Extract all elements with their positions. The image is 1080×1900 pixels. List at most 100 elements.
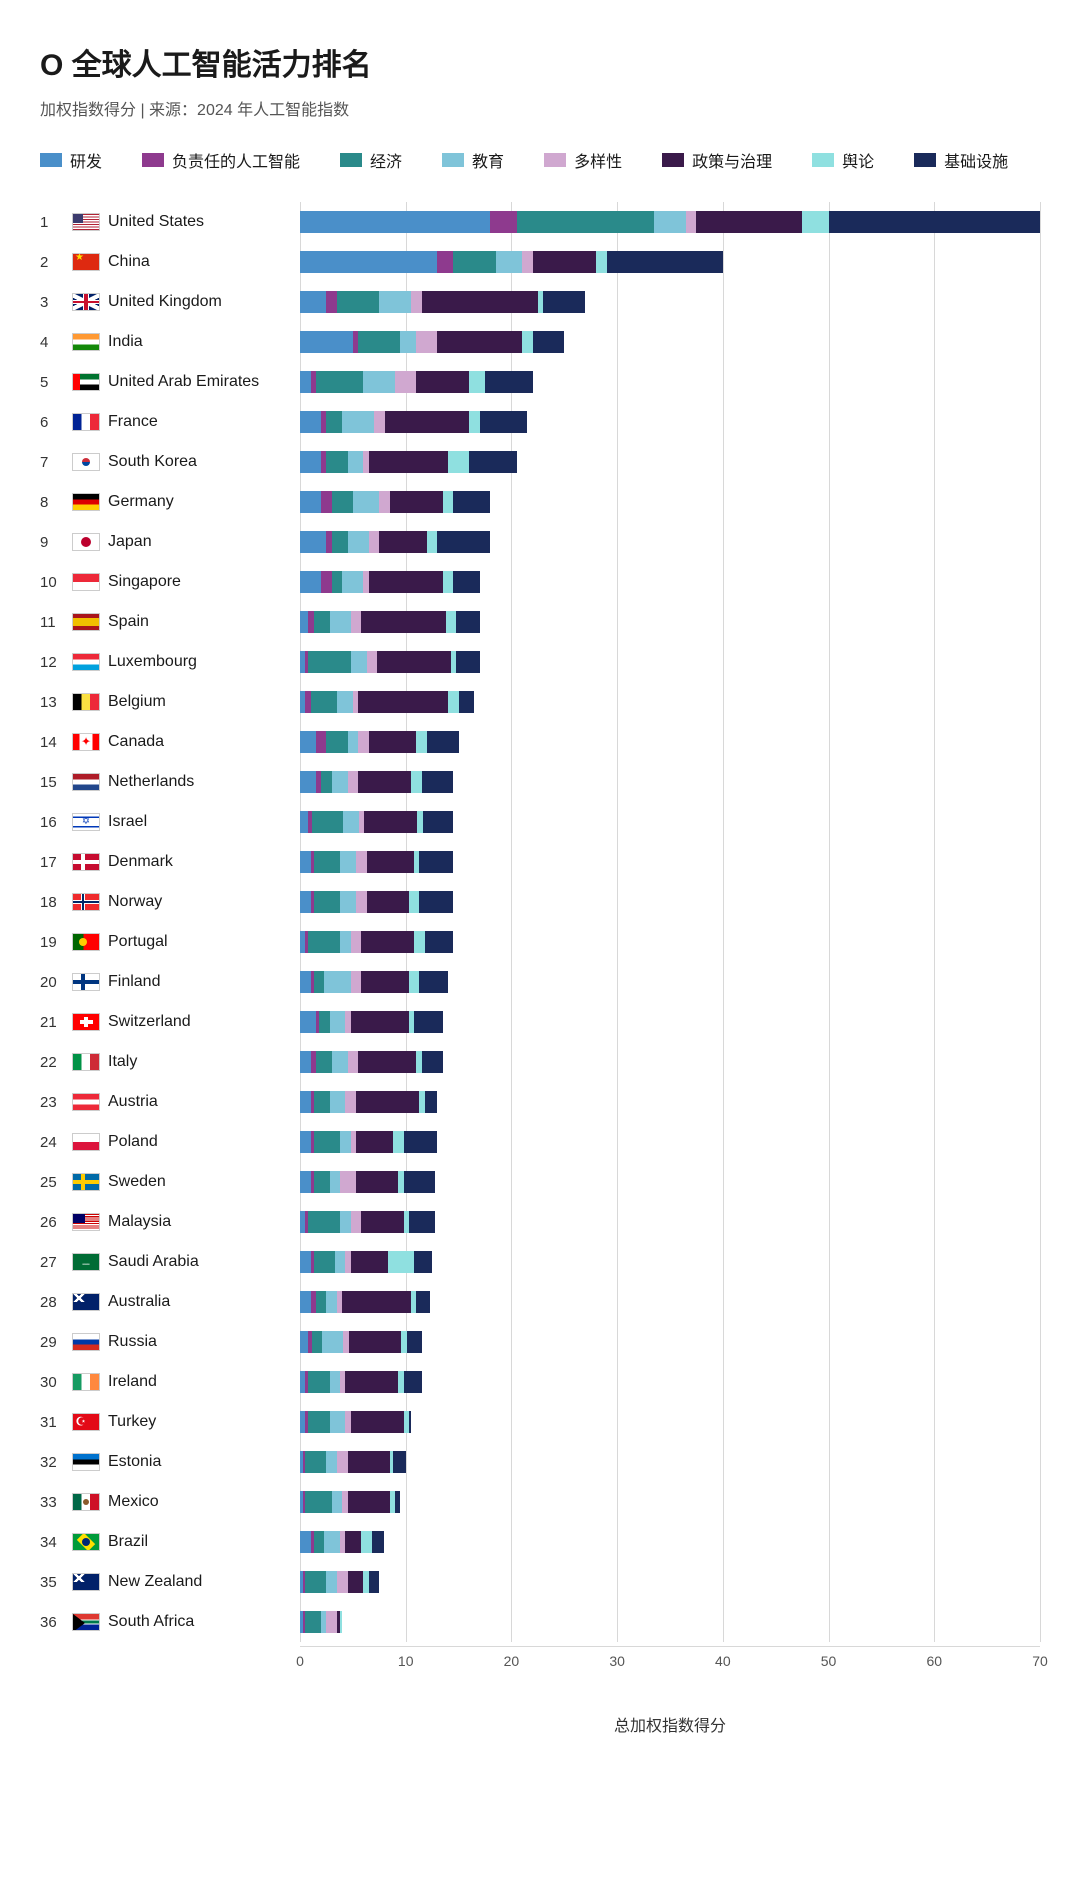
row-label: 16✡Israel <box>40 802 290 842</box>
bar-segment <box>485 371 533 393</box>
bar-segment <box>308 1211 340 1233</box>
bar-segment <box>345 1371 398 1393</box>
bar-segment <box>416 1291 430 1313</box>
bar-segment <box>533 331 565 353</box>
country-name: Spain <box>108 613 149 631</box>
bar-segment <box>348 731 359 753</box>
country-name: Malaysia <box>108 1213 171 1231</box>
flag-icon <box>72 333 100 351</box>
bar-segment <box>369 1571 380 1593</box>
legend-item: 政策与治理 <box>662 148 772 172</box>
bar-segment <box>522 331 533 353</box>
rank-number: 32 <box>40 1454 64 1471</box>
bar-segment <box>411 771 422 793</box>
legend-item: 基础设施 <box>914 148 1008 172</box>
bar-segment <box>437 531 490 553</box>
bar-segment <box>351 971 362 993</box>
stacked-bar <box>300 651 480 673</box>
flag-icon <box>72 1613 100 1631</box>
bar-segment <box>314 851 340 873</box>
stacked-bar <box>300 251 723 273</box>
bar-segment <box>337 1571 348 1593</box>
bar-segment <box>342 571 363 593</box>
bar-segment <box>607 251 723 273</box>
bar-segment <box>308 931 340 953</box>
bar-segment <box>316 1291 327 1313</box>
country-row: 8Germany <box>300 482 1040 522</box>
bar-segment <box>356 891 367 913</box>
row-label: 17Denmark <box>40 842 290 882</box>
bar-segment <box>358 731 369 753</box>
bar-segment <box>351 1411 404 1433</box>
row-label: 1United States <box>40 202 290 242</box>
x-axis: 010203040506070 <box>300 1646 1040 1676</box>
legend: 研发负责任的人工智能经济教育多样性政策与治理舆论基础设施 <box>40 148 1040 172</box>
bar-segment <box>300 411 321 433</box>
bar-segment <box>300 491 321 513</box>
bar-segment <box>330 611 351 633</box>
stacked-bar <box>300 331 564 353</box>
country-row: 33Mexico <box>300 1482 1040 1522</box>
country-name: Israel <box>108 813 147 831</box>
stacked-bar <box>300 291 585 313</box>
row-label: 33Mexico <box>40 1482 290 1522</box>
bar-segment <box>419 851 453 873</box>
stacked-bar <box>300 411 527 433</box>
bar-segment <box>367 651 378 673</box>
bar-segment <box>314 971 325 993</box>
stacked-bar <box>300 1131 437 1153</box>
bar-segment <box>340 1611 342 1633</box>
country-name: Saudi Arabia <box>108 1253 199 1271</box>
legend-item: 多样性 <box>544 148 622 172</box>
country-name: Netherlands <box>108 773 194 791</box>
bar-segment <box>393 1131 404 1153</box>
legend-label: 多样性 <box>574 148 622 172</box>
legend-swatch <box>40 153 62 167</box>
legend-swatch <box>340 153 362 167</box>
bar-segment <box>453 491 490 513</box>
legend-label: 负责任的人工智能 <box>172 148 300 172</box>
bar-segment <box>316 731 327 753</box>
country-row: 14✦Canada <box>300 722 1040 762</box>
country-name: Switzerland <box>108 1013 191 1031</box>
bar-segment <box>356 1091 419 1113</box>
chart-subtitle: 加权指数得分 | 来源：2024 年人工智能指数 <box>40 96 1040 120</box>
flag-icon <box>72 933 100 951</box>
bar-segment <box>326 291 337 313</box>
country-name: United Kingdom <box>108 293 222 311</box>
flag-icon <box>72 1013 100 1031</box>
bar-segment <box>367 891 409 913</box>
country-row: 13Belgium <box>300 682 1040 722</box>
bar-segment <box>517 211 654 233</box>
country-name: United Arab Emirates <box>108 373 259 391</box>
country-row: 21Switzerland <box>300 1002 1040 1042</box>
bar-segment <box>469 371 485 393</box>
flag-icon <box>72 1053 100 1071</box>
country-name: United States <box>108 213 204 231</box>
bar-segment <box>300 811 308 833</box>
legend-swatch <box>662 153 684 167</box>
bar-segment <box>326 451 347 473</box>
bar-segment <box>324 1531 340 1553</box>
flag-icon <box>72 1493 100 1511</box>
bar-segment <box>419 971 448 993</box>
bar-segment <box>300 1051 311 1073</box>
country-row: 24Poland <box>300 1122 1040 1162</box>
flag-icon <box>72 1173 100 1191</box>
bar-segment <box>358 771 411 793</box>
flag-icon: ـــ <box>72 1253 100 1271</box>
row-label: 10Singapore <box>40 562 290 602</box>
bar-segment <box>300 1291 311 1313</box>
row-label: 22Italy <box>40 1042 290 1082</box>
country-name: Australia <box>108 1293 170 1311</box>
bar-segment <box>419 891 453 913</box>
bar-segment <box>446 611 457 633</box>
bar-segment <box>358 1051 416 1073</box>
stacked-bar <box>300 371 533 393</box>
country-row: 3United Kingdom <box>300 282 1040 322</box>
stacked-bar <box>300 1531 384 1553</box>
flag-icon <box>72 693 100 711</box>
stacked-bar <box>300 1571 379 1593</box>
bar-segment <box>300 451 321 473</box>
rank-number: 22 <box>40 1054 64 1071</box>
